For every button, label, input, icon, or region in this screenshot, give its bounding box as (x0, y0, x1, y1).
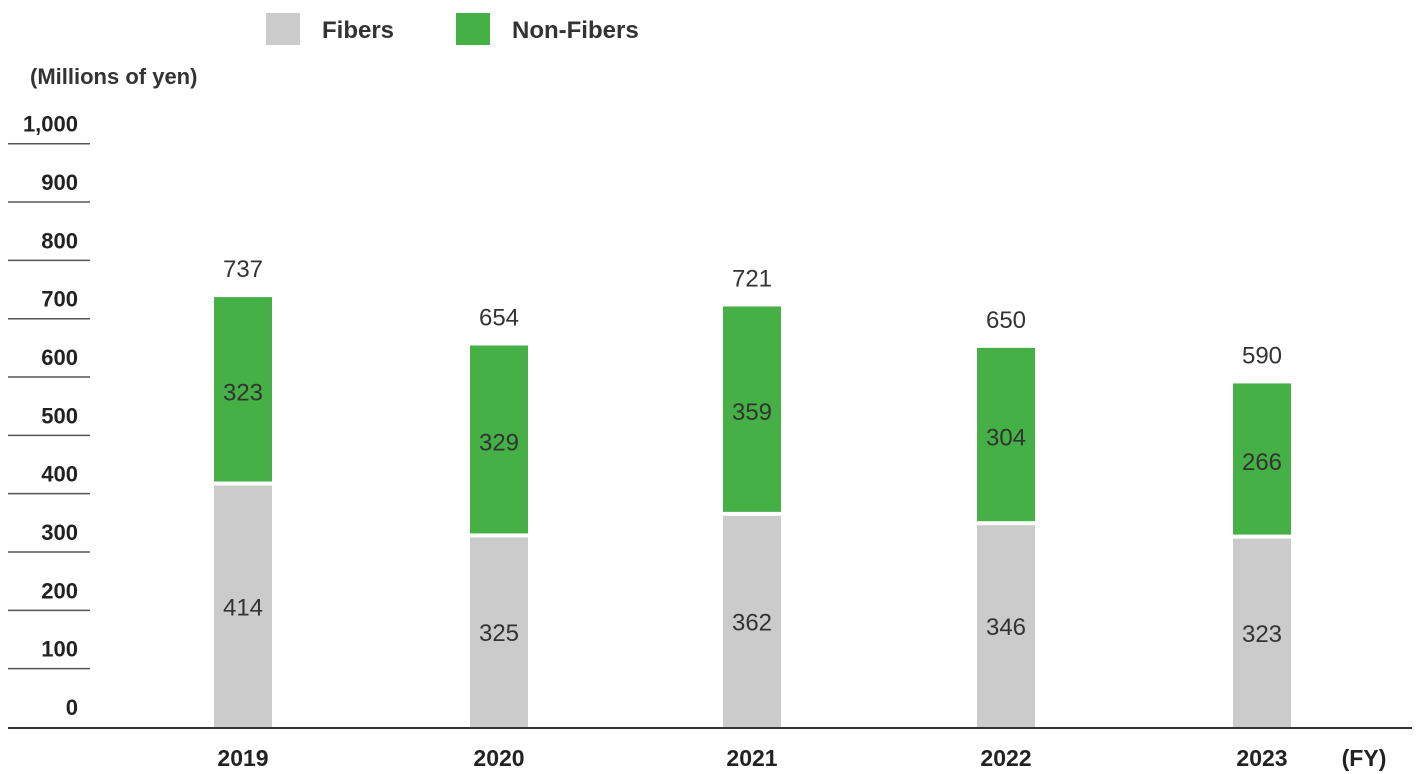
bars: 414 323 737 325 329 654 362 359 721 346 304 650 323 2… (214, 256, 1291, 727)
bar-total-label: 737 (223, 256, 263, 283)
x-axis-unit-label: (FY) (1342, 745, 1387, 771)
bar-value-label: 323 (223, 379, 263, 406)
bar-fibers-2022 (977, 525, 1035, 727)
bar-non-fibers-2020 (470, 345, 528, 534)
bar-non-fibers-2022 (977, 347, 1035, 522)
legend-swatch-non-fibers (456, 13, 490, 45)
bar-value-label: 362 (732, 609, 772, 636)
bar-value-label: 359 (732, 399, 772, 426)
bar-total-label: 654 (479, 305, 519, 332)
y-tick-label: 100 (41, 637, 78, 662)
y-tick-label: 800 (41, 228, 78, 253)
y-tick-label: 700 (41, 287, 78, 312)
y-axis-unit-label: (Millions of yen) (30, 64, 197, 89)
x-tick-label: 2023 (1236, 745, 1287, 771)
y-tick-label: 400 (41, 462, 78, 487)
bar-fibers-2023 (1233, 538, 1291, 727)
bar-value-label: 346 (986, 614, 1026, 641)
bar-non-fibers-2019 (214, 297, 272, 482)
legend: Fibers Non-Fibers (266, 13, 639, 45)
bar-fibers-2021 (723, 515, 781, 727)
bar-value-label: 304 (986, 425, 1026, 452)
y-tick-label: 300 (41, 520, 78, 545)
legend-label-fibers: Fibers (322, 17, 394, 44)
y-axis: 0 100 200 300 400 500 600 700 800 900 1,000 (8, 112, 90, 720)
bar-total-label: 590 (1242, 342, 1282, 369)
bar-fibers-2019 (214, 485, 272, 727)
y-tick-label: 200 (41, 578, 78, 603)
y-tick-label: 900 (41, 170, 78, 195)
x-tick-label: 2020 (473, 745, 524, 771)
x-axis: 2019 2020 2021 2022 2023 (FY) (8, 727, 1412, 771)
x-tick-label: 2022 (980, 745, 1031, 771)
bar-total-label: 721 (732, 265, 772, 292)
bar-value-label: 414 (223, 594, 263, 621)
bar-value-label: 329 (479, 429, 519, 456)
y-tick-label: 600 (41, 345, 78, 370)
x-tick-label: 2021 (726, 745, 777, 771)
legend-label-non-fibers: Non-Fibers (512, 17, 639, 44)
bar-value-label: 325 (479, 620, 519, 647)
bar-value-label: 323 (1242, 621, 1282, 648)
bar-non-fibers-2021 (723, 306, 781, 512)
bar-fibers-2020 (470, 537, 528, 727)
x-tick-label: 2019 (217, 745, 268, 771)
bar-total-label: 650 (986, 307, 1026, 334)
bar-non-fibers-2023 (1233, 383, 1291, 535)
y-tick-label: 0 (66, 695, 78, 720)
y-tick-label: 500 (41, 403, 78, 428)
y-tick-label: 1,000 (23, 112, 78, 137)
bar-value-label: 266 (1242, 449, 1282, 476)
legend-swatch-fibers (266, 13, 300, 45)
